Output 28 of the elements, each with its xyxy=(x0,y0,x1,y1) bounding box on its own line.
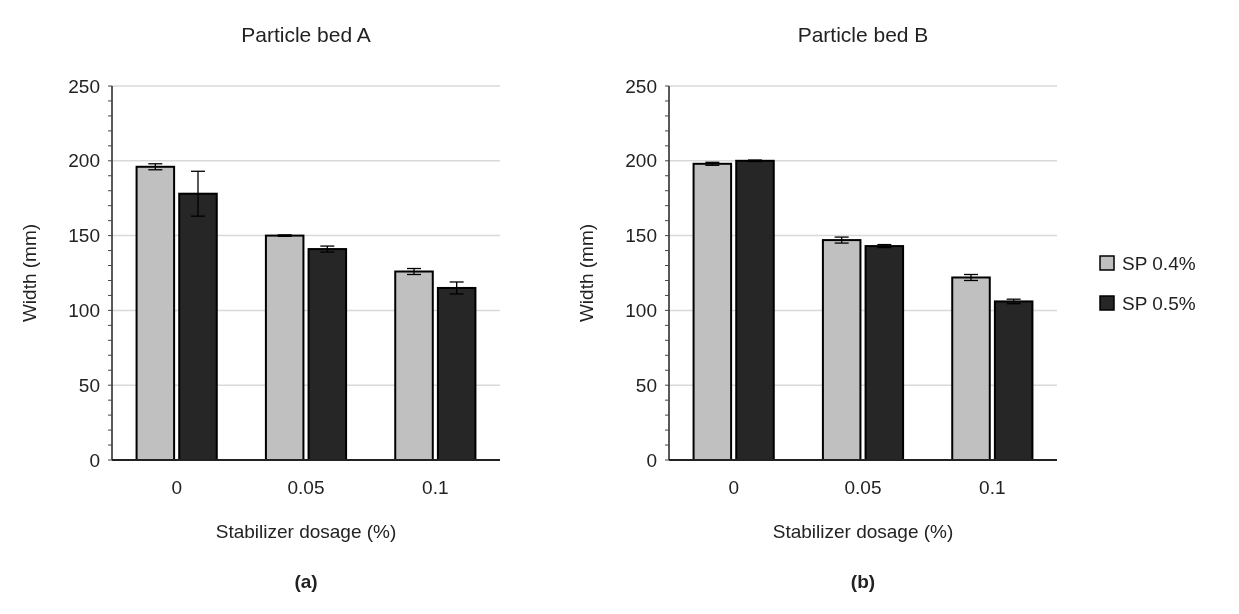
x-tick-label: 0 xyxy=(171,477,182,498)
text: (a) xyxy=(294,571,318,592)
y-tick-label: 0 xyxy=(646,449,657,471)
y-tick-label: 100 xyxy=(625,300,657,322)
y-tick-label: 200 xyxy=(625,150,657,172)
text: (b) xyxy=(850,571,876,592)
y-tick-label: 50 xyxy=(635,374,657,396)
y-axis-title: Width (mm) xyxy=(19,223,40,323)
y-tick-label: 250 xyxy=(625,75,657,97)
x-tick-label: 0.05 xyxy=(844,477,882,498)
chart-title: Particle bed B xyxy=(797,23,929,46)
x-tick-label: 0.05 xyxy=(287,477,325,498)
chart-title: Particle bed A xyxy=(241,23,371,46)
legend-label: SP 0.4% xyxy=(1122,252,1196,274)
y-tick-label: 100 xyxy=(68,300,100,322)
y-axis-title: Width (mm) xyxy=(576,223,597,323)
y-tick-label: 150 xyxy=(68,225,100,247)
x-tick-label: 0.1 xyxy=(979,477,1006,498)
x-axis-title: Stabilizer dosage (%) xyxy=(215,521,397,542)
y-tick-label: 0 xyxy=(89,449,100,471)
x-tick-label: 0 xyxy=(728,477,739,498)
x-axis-title: Stabilizer dosage (%) xyxy=(772,521,954,542)
y-tick-label: 250 xyxy=(68,75,100,97)
y-tick-label: 50 xyxy=(78,374,100,396)
x-tick-label: 0.1 xyxy=(422,477,449,498)
y-tick-label: 200 xyxy=(68,150,100,172)
y-tick-label: 150 xyxy=(625,225,657,247)
legend-label: SP 0.5% xyxy=(1122,292,1196,314)
